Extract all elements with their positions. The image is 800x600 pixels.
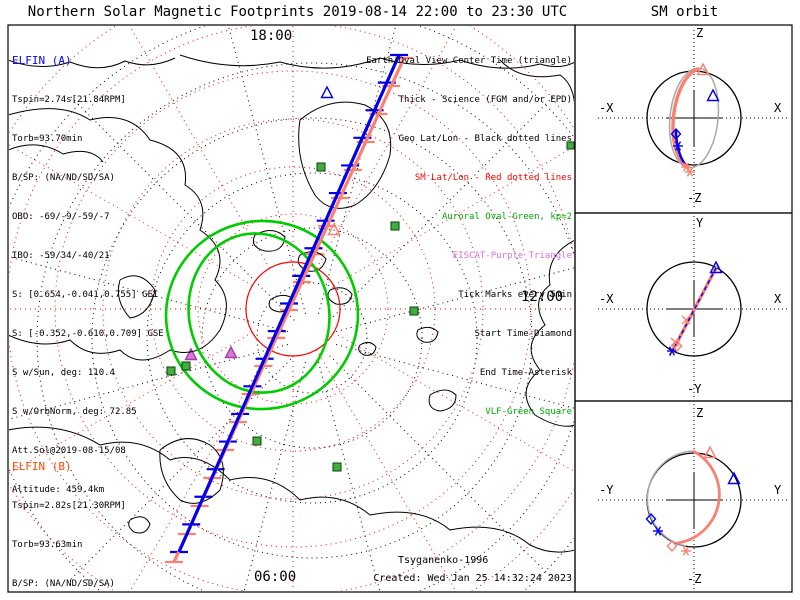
legend-line: Auroral Oval-Green, kp=2 <box>441 212 572 222</box>
info-line: OBO: -69/-9/-59/-7 <box>12 212 110 222</box>
axis-label: Z <box>696 406 704 420</box>
info-line: S w/OrbNorm, deg: 72.85 <box>12 407 137 417</box>
info-line: Tspin=2.74s[21.84RPM] <box>12 95 126 105</box>
mlt-label-top: 18:00 <box>250 28 293 44</box>
created-timestamp: Created: Wed Jan 25 14:32:24 2023 <box>373 573 572 584</box>
vlf-squares <box>166 162 419 472</box>
legend-line: Geo Lat/Lon - Black dotted lines <box>398 134 572 144</box>
elfin-b-header: ELFIN (B) <box>12 460 72 473</box>
legend-line: End Time-Asterisk <box>479 368 572 378</box>
info-line: Att.Sol@2019-08-15/08 <box>12 446 126 456</box>
elfin-a-header: ELFIN (A) <box>12 54 72 67</box>
figure-title: Northern Solar Magnetic Footprints 2019-… <box>27 4 568 20</box>
axis-label: Y <box>696 216 704 230</box>
legend-line: Earth/Oval View Center Time (triangle) <box>366 56 572 66</box>
legend-line: EISCAT-Purple Triangle <box>452 251 572 261</box>
orbit-xy <box>669 263 719 357</box>
legend-line: SM Lat/Lon - Red dotted lines <box>414 173 572 183</box>
axis-label: X <box>774 292 782 306</box>
legend-line: Start Time-Diamond <box>474 329 572 339</box>
info-line: S w/Sun, deg: 110.4 <box>12 368 115 378</box>
mlt-label-bottom: 06:00 <box>254 569 297 585</box>
axis-label: X <box>774 101 782 115</box>
sm-polar-circle <box>245 261 341 357</box>
axis-label: -Z <box>687 572 702 586</box>
axis-label: -Y <box>599 483 614 497</box>
map-legend: Earth/Oval View Center Time (triangle) T… <box>260 29 572 432</box>
orbit-markers <box>645 62 741 556</box>
axis-label: -X <box>599 292 614 306</box>
axis-label: -Y <box>687 382 702 396</box>
model-label: Tsyganenko-1996 <box>398 555 489 566</box>
elfin-a-track <box>177 54 401 553</box>
legend-line: Thick - Science (FGM and/or EPD) <box>398 95 572 105</box>
info-line: Tspin=2.82s[21.30RPM] <box>12 501 126 511</box>
orbit-xz <box>668 67 720 169</box>
info-line: IBO: -59/34/-40/21 <box>12 251 110 261</box>
info-line: Altitude: 459.4km <box>12 485 105 495</box>
info-line: S: [0.654,-0.041,0.755] GEI <box>12 290 159 300</box>
mlt-label-right: 12:00 <box>521 289 564 305</box>
legend-line: Tick Marks every 5min <box>458 290 572 300</box>
info-line: B/SP: (NA/ND/SD/SA) <box>12 579 115 589</box>
elfin-a-info: ELFIN (A) Tspin=2.74s[21.84RPM] Torb=93.… <box>12 28 164 510</box>
sm-orbit-panels <box>574 24 793 593</box>
axis-label: Z <box>696 26 704 40</box>
info-line: Torb=93.70min <box>12 134 83 144</box>
axis-label: -X <box>599 101 614 115</box>
coastlines <box>9 54 574 553</box>
axis-label: Y <box>774 483 782 497</box>
legend-vlf-square-swatch <box>566 141 575 150</box>
info-line: Torb=93.63min <box>12 540 83 550</box>
legend-line: VLF-Green Square <box>485 407 572 417</box>
info-line: S: [-0.352,-0.610,0.709] GSE <box>12 329 164 339</box>
info-line: B/SP: (NA/ND/SD/SA) <box>12 173 115 183</box>
auroral-ovals <box>164 219 360 411</box>
elfin-b-info: ELFIN (B) Tspin=2.82s[21.30RPM] Torb=93.… <box>12 434 164 600</box>
sm-orbit-title: SM orbit <box>650 4 719 20</box>
axis-label: -Z <box>687 191 702 205</box>
orbit-yz <box>646 449 721 547</box>
